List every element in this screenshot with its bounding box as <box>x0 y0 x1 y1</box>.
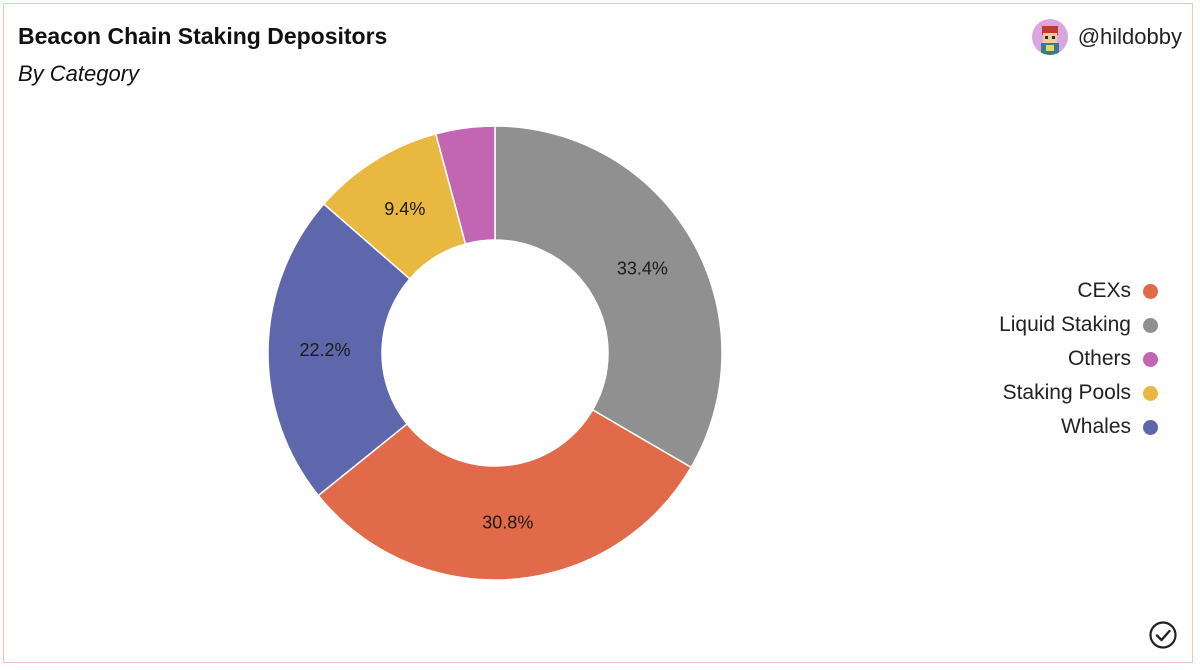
donut-chart: 33.4% 30.8% 22.2% 9.4% <box>267 125 723 581</box>
author-badge[interactable]: @hildobby <box>1031 19 1182 55</box>
legend-item-staking-pools[interactable]: Staking Pools <box>1003 376 1158 410</box>
legend-label: Staking Pools <box>1002 381 1131 404</box>
donut-slice-others[interactable] <box>434 125 496 245</box>
donut-slice-whales[interactable] <box>267 202 411 497</box>
legend-label: Whales <box>1060 415 1131 438</box>
avatar-icon[interactable] <box>1031 19 1068 55</box>
chart-subtitle: By Category <box>18 61 140 86</box>
chart-card: Beacon Chain Staking Depositors By Categ… <box>3 3 1193 663</box>
legend-item-cexs[interactable]: CEXs <box>1077 274 1158 308</box>
legend-label: Liquid Staking <box>999 313 1131 336</box>
slice-value-label: 30.8% <box>482 513 533 533</box>
legend-swatch <box>1143 419 1158 435</box>
legend-item-others[interactable]: Others <box>1068 342 1158 376</box>
legend-item-liquid-staking[interactable]: Liquid Staking <box>999 308 1158 342</box>
legend-swatch <box>1143 283 1158 299</box>
donut-slice-cexs[interactable] <box>317 408 693 581</box>
chart-legend: CEXs Liquid Staking Others Staking Pools… <box>999 274 1158 444</box>
legend-swatch <box>1143 351 1158 367</box>
slice-value-label: 33.4% <box>617 258 668 278</box>
donut-slice-liquid-staking[interactable] <box>494 125 723 469</box>
legend-swatch <box>1143 385 1158 401</box>
legend-label: CEXs <box>1077 279 1131 302</box>
slice-value-label: 9.4% <box>384 199 425 219</box>
legend-swatch <box>1143 317 1158 333</box>
slice-value-label: 22.2% <box>300 340 351 360</box>
chart-title: Beacon Chain Staking Depositors <box>18 23 388 49</box>
legend-item-whales[interactable]: Whales <box>1061 410 1158 444</box>
author-handle[interactable]: @hildobby <box>1077 24 1182 49</box>
check-circle-icon[interactable] <box>1148 620 1178 650</box>
legend-label: Others <box>1067 347 1131 370</box>
